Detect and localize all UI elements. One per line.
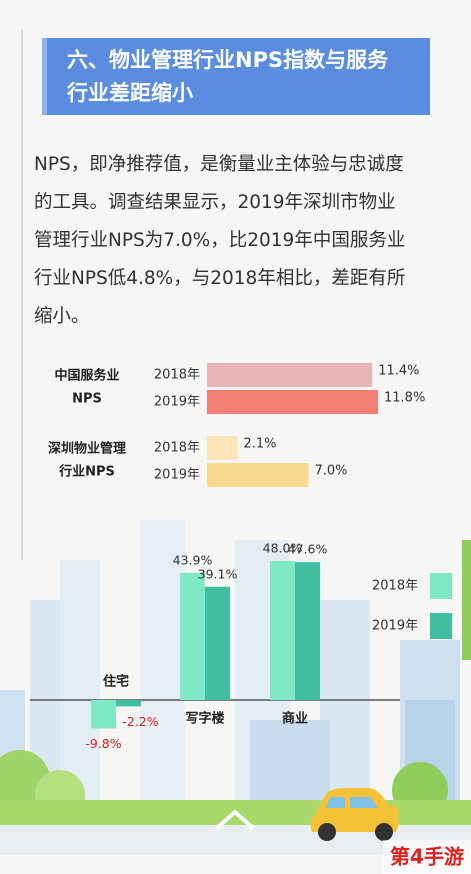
category-label: 深圳物业管理 xyxy=(48,441,126,457)
paragraph-line: 管理行业NPS为7.0%，比2019年中国服务业 xyxy=(34,230,406,251)
bar xyxy=(207,436,238,460)
value-label: 48.0% xyxy=(263,541,303,556)
category-label: 写字楼 xyxy=(185,711,224,727)
series-label: 2019年 xyxy=(154,468,200,483)
category-label: NPS xyxy=(72,392,102,407)
series-label: 2018年 xyxy=(154,441,200,456)
value-label: 43.9% xyxy=(173,552,213,567)
bar xyxy=(207,463,309,487)
header-title-line: 六、物业管理行业NPS指数与服务 xyxy=(67,48,389,72)
legend-swatch xyxy=(430,573,452,599)
legend-label: 2019年 xyxy=(372,619,418,634)
bar xyxy=(116,700,141,707)
bar xyxy=(180,572,205,700)
value-label: -2.2% xyxy=(122,714,158,729)
category-label: 行业NPS xyxy=(58,464,115,480)
bar xyxy=(207,363,373,387)
header-title-line: 行业差距缩小 xyxy=(67,81,193,105)
series-label: 2019年 xyxy=(154,395,200,410)
value-label: 11.8% xyxy=(384,391,425,406)
paragraph-line: 行业NPS低4.8%，与2018年相比，差距有所 xyxy=(34,268,406,289)
bar xyxy=(207,390,378,414)
header: 六、物业管理行业NPS指数与服务 行业差距缩小 xyxy=(42,38,430,115)
bar xyxy=(295,562,320,700)
bar xyxy=(91,700,116,729)
value-label: 11.4% xyxy=(378,364,419,379)
bar xyxy=(270,561,295,700)
category-label: 住宅 xyxy=(103,674,129,690)
bar xyxy=(205,586,230,700)
legend-swatch xyxy=(430,613,452,639)
paragraph-line: NPS，即净推荐值，是衡量业主体验与忠诚度 xyxy=(34,154,404,175)
paragraph-line: 的工具。调查结果显示，2019年深圳市物业 xyxy=(34,192,396,213)
value-label: 39.1% xyxy=(198,566,238,581)
category-label: 中国服务业 xyxy=(54,368,119,384)
value-label: -9.8% xyxy=(85,736,121,751)
series-label: 2018年 xyxy=(154,368,200,383)
value-label: 2.1% xyxy=(243,437,276,452)
category-label: 商业 xyxy=(282,711,308,727)
value-label: 47.6% xyxy=(288,542,328,557)
value-label: 7.0% xyxy=(314,464,347,479)
paragraph-line: 缩小。 xyxy=(34,306,90,327)
paragraph: NPS，即净推荐值，是衡量业主体验与忠诚度 的工具。调查结果显示，2019年深圳市… xyxy=(34,146,454,336)
legend-label: 2018年 xyxy=(372,579,418,594)
watermark: 第4手游 xyxy=(390,845,464,869)
